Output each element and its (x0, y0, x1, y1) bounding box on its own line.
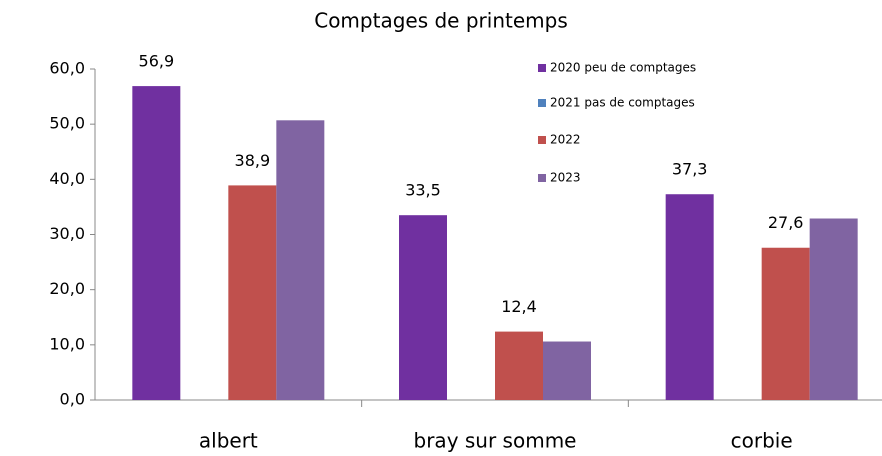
legend-swatch (538, 99, 546, 107)
bar (543, 341, 591, 400)
data-label: 33,5 (405, 181, 441, 200)
data-label: 56,9 (139, 52, 175, 71)
y-tick-label: 40,0 (49, 169, 85, 188)
data-label: 12,4 (501, 297, 537, 316)
data-label: 37,3 (672, 160, 708, 179)
x-tick-label: corbie (731, 429, 793, 453)
legend-label: 2021 pas de comptages (550, 96, 695, 110)
x-tick-label: albert (199, 429, 258, 453)
y-tick-label: 60,0 (49, 59, 85, 78)
legend-swatch (538, 136, 546, 144)
y-tick-label: 0,0 (60, 390, 85, 409)
bar (132, 86, 181, 400)
y-tick-label: 50,0 (49, 114, 85, 133)
legend-swatch (538, 64, 546, 72)
bar (665, 194, 714, 400)
legend-label: 2022 (550, 133, 581, 147)
bar (495, 331, 543, 400)
bar (228, 185, 277, 400)
bar (399, 215, 447, 400)
x-tick-label: bray sur somme (414, 429, 577, 453)
legend-swatch (538, 174, 546, 182)
y-tick-label: 30,0 (49, 224, 85, 243)
y-tick-label: 20,0 (49, 279, 85, 298)
bar (761, 247, 810, 400)
bar (809, 218, 858, 400)
legend-label: 2023 (550, 171, 581, 185)
legend-label: 2020 peu de comptages (550, 61, 696, 75)
chart-title: Comptages de printemps (314, 9, 568, 33)
data-label: 38,9 (235, 151, 271, 170)
y-tick-label: 10,0 (49, 334, 85, 353)
data-label: 27,6 (768, 213, 804, 232)
bar (276, 120, 325, 401)
